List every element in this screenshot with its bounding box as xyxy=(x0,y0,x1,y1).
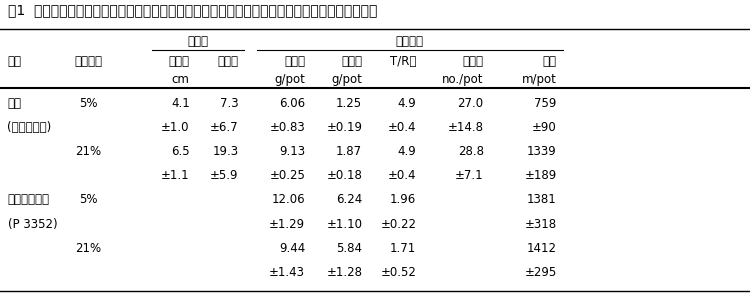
Text: 根長: 根長 xyxy=(542,55,556,68)
Text: 作物: 作物 xyxy=(8,55,22,68)
Text: 1.25: 1.25 xyxy=(336,97,362,110)
Text: ±1.0: ±1.0 xyxy=(161,121,190,134)
Text: 表1  出芽期間の酸素濃度が出芽直後の大豆や生育中期の大豆、トウモロコシの生育に及ぼす影響: 表1 出芽期間の酸素濃度が出芽直後の大豆や生育中期の大豆、トウモロコシの生育に及… xyxy=(8,3,376,17)
Text: トウモロコシ: トウモロコシ xyxy=(8,193,50,206)
Text: T/R比: T/R比 xyxy=(390,55,416,68)
Text: ±0.4: ±0.4 xyxy=(388,169,416,182)
Text: 21%: 21% xyxy=(76,145,101,158)
Text: ±318: ±318 xyxy=(524,218,556,230)
Text: m/pot: m/pot xyxy=(522,73,556,86)
Text: 6.5: 6.5 xyxy=(171,145,190,158)
Text: ±5.9: ±5.9 xyxy=(210,169,238,182)
Text: 側根数: 側根数 xyxy=(217,55,238,68)
Text: 6.06: 6.06 xyxy=(279,97,305,110)
Text: ±14.8: ±14.8 xyxy=(448,121,484,134)
Text: 4.1: 4.1 xyxy=(171,97,190,110)
Text: ±189: ±189 xyxy=(524,169,556,182)
Text: g/pot: g/pot xyxy=(274,73,305,86)
Text: 地上部: 地上部 xyxy=(284,55,305,68)
Text: ±7.1: ±7.1 xyxy=(455,169,484,182)
Text: ±0.25: ±0.25 xyxy=(269,169,305,182)
Text: (P 3352): (P 3352) xyxy=(8,218,57,230)
Text: ±0.19: ±0.19 xyxy=(326,121,362,134)
Text: cm: cm xyxy=(172,73,190,86)
Text: 生育中期: 生育中期 xyxy=(395,35,424,48)
Text: ±0.4: ±0.4 xyxy=(388,121,416,134)
Text: 1.71: 1.71 xyxy=(390,242,416,255)
Text: ±1.28: ±1.28 xyxy=(326,266,362,279)
Text: g/pot: g/pot xyxy=(332,73,362,86)
Text: 地下部: 地下部 xyxy=(341,55,362,68)
Text: 5.84: 5.84 xyxy=(336,242,362,255)
Text: 9.44: 9.44 xyxy=(279,242,305,255)
Text: 5%: 5% xyxy=(80,193,98,206)
Text: 759: 759 xyxy=(534,97,556,110)
Text: 酸素濃度: 酸素濃度 xyxy=(74,55,103,68)
Text: 根粒数: 根粒数 xyxy=(463,55,484,68)
Text: 7.3: 7.3 xyxy=(220,97,239,110)
Text: 大豆: 大豆 xyxy=(8,97,22,110)
Text: ±0.52: ±0.52 xyxy=(380,266,416,279)
Text: ±0.83: ±0.83 xyxy=(269,121,305,134)
Text: 出芽時: 出芽時 xyxy=(188,35,209,48)
Text: ±0.18: ±0.18 xyxy=(326,169,362,182)
Text: ±90: ±90 xyxy=(532,121,556,134)
Text: 1.96: 1.96 xyxy=(390,193,416,206)
Text: ±1.1: ±1.1 xyxy=(161,169,190,182)
Text: 21%: 21% xyxy=(76,242,101,255)
Text: 6.24: 6.24 xyxy=(336,193,362,206)
Text: 27.0: 27.0 xyxy=(458,97,484,110)
Text: 直根長: 直根長 xyxy=(169,55,190,68)
Text: 4.9: 4.9 xyxy=(398,97,416,110)
Text: ±1.43: ±1.43 xyxy=(269,266,305,279)
Text: ±6.7: ±6.7 xyxy=(210,121,238,134)
Text: 5%: 5% xyxy=(80,97,98,110)
Text: 19.3: 19.3 xyxy=(212,145,238,158)
Text: ±1.10: ±1.10 xyxy=(326,218,362,230)
Text: 1.87: 1.87 xyxy=(336,145,362,158)
Text: ±295: ±295 xyxy=(524,266,556,279)
Text: 28.8: 28.8 xyxy=(458,145,484,158)
Text: 4.9: 4.9 xyxy=(398,145,416,158)
Text: no./pot: no./pot xyxy=(442,73,484,86)
Text: 12.06: 12.06 xyxy=(272,193,305,206)
Text: (タチナガハ): (タチナガハ) xyxy=(8,121,52,134)
Text: ±0.22: ±0.22 xyxy=(380,218,416,230)
Text: 1412: 1412 xyxy=(526,242,556,255)
Text: 1339: 1339 xyxy=(526,145,556,158)
Text: 1381: 1381 xyxy=(526,193,556,206)
Text: 9.13: 9.13 xyxy=(279,145,305,158)
Text: ±1.29: ±1.29 xyxy=(269,218,305,230)
